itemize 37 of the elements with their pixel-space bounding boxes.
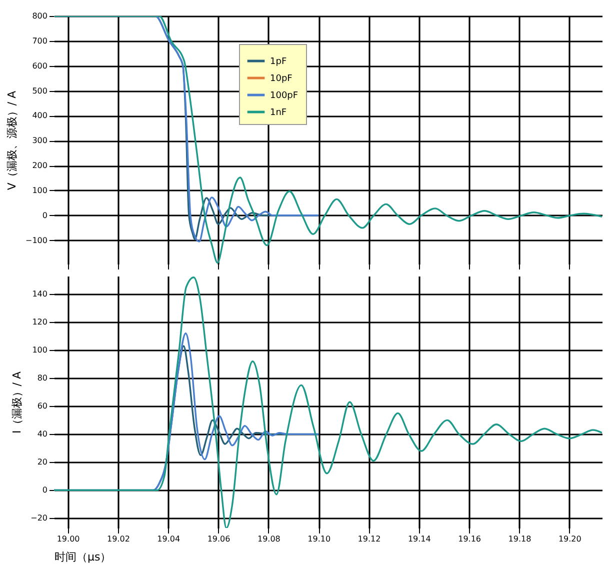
y-tick-label: −100	[26, 236, 48, 245]
y-tick-label: 0	[42, 486, 48, 495]
y-tick-label: 300	[32, 136, 48, 146]
x-tick-label: 19.14	[408, 534, 431, 544]
x-tick-label: 19.08	[257, 534, 280, 544]
y-tick-label: 800	[32, 12, 48, 20]
x-tick-label: 19.00	[56, 534, 80, 544]
x-tick-label: 19.18	[508, 534, 532, 544]
x-tick-label: 19.12	[358, 534, 381, 544]
x-tick-label: 19.20	[558, 534, 582, 544]
y-tick-label: 140	[32, 290, 48, 299]
y-tick-label: 400	[32, 111, 48, 120]
legend-label: 1pF	[270, 57, 287, 67]
y-tick-label: −20	[30, 514, 48, 523]
x-tick-label: 19.10	[308, 534, 331, 544]
x-axis-title: 时间（μs）	[54, 550, 112, 564]
x-tick-label: 19.04	[157, 534, 180, 544]
y-tick-label: 40	[37, 430, 48, 439]
y-tick-label: 120	[32, 318, 48, 327]
y-tick-label: 600	[32, 61, 48, 70]
y-tick-label: 100	[32, 346, 48, 355]
y-tick-label: 200	[32, 161, 48, 170]
legend-label: 1nF	[270, 108, 287, 118]
y-tick-label: 20	[37, 458, 48, 467]
legend-label: 10pF	[270, 74, 292, 84]
y-tick-label: 100	[32, 186, 48, 195]
legend-label: 100pF	[270, 91, 298, 101]
y-tick-label: 0	[42, 210, 48, 220]
x-tick-label: 19.06	[207, 534, 230, 544]
y-tick-label: 500	[32, 86, 48, 96]
y-axis-title: I（漏极）/ A	[10, 371, 24, 434]
y-tick-label: 80	[37, 374, 48, 383]
x-tick-label: 19.16	[458, 534, 482, 544]
x-tick-label: 19.02	[107, 534, 130, 544]
y-tick-label: 60	[37, 402, 48, 411]
y-tick-label: 700	[32, 36, 48, 46]
y-axis-title: V（漏极、源极）/ A	[6, 90, 19, 190]
